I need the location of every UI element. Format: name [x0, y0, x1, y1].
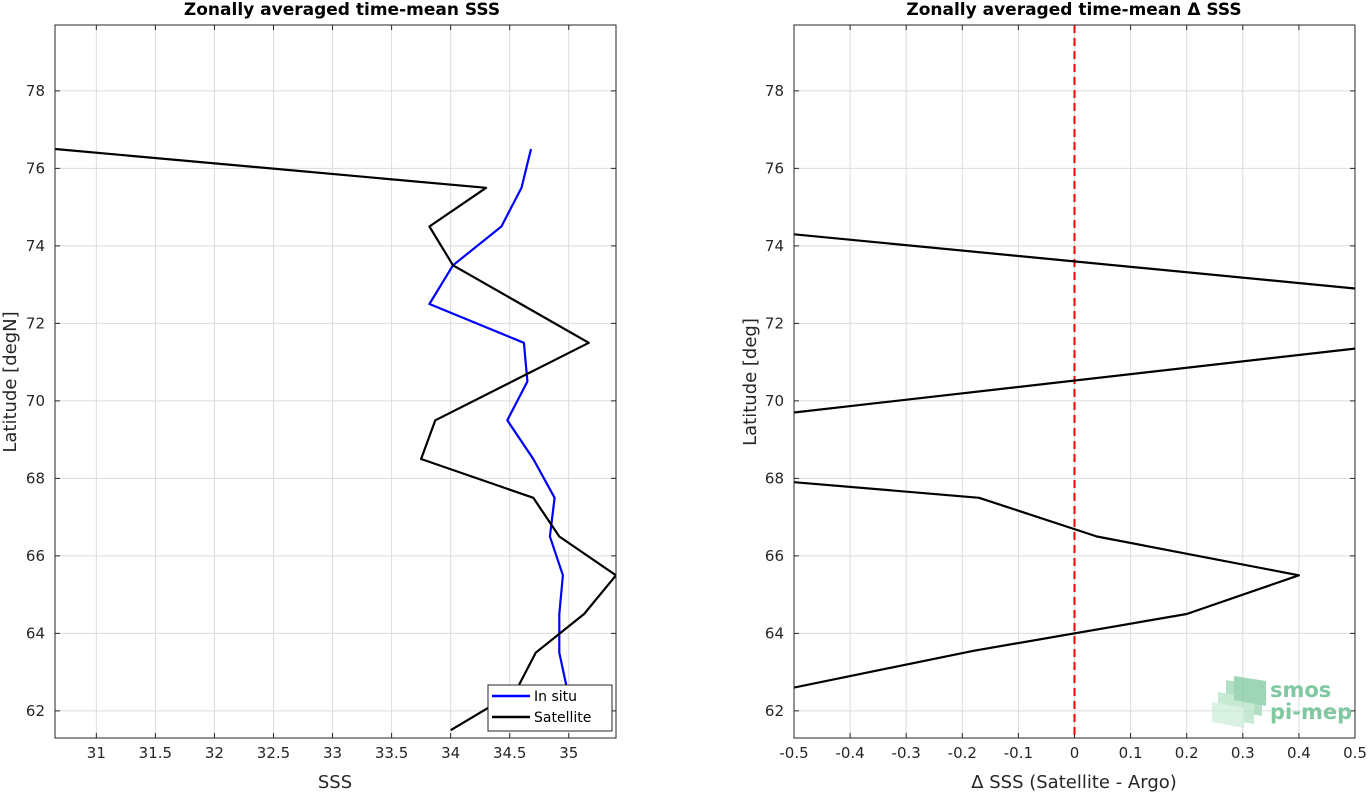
- y-axis-label: Latitude [deg]: [740, 318, 761, 446]
- y-tick-label: 68: [26, 469, 45, 487]
- x-tick-label: 0.1: [1119, 744, 1143, 762]
- x-tick-label: 31: [87, 744, 106, 762]
- x-tick-label: 35: [559, 744, 578, 762]
- legend-label-satellite: Satellite: [534, 710, 591, 726]
- smos-pi-mep-logo: smos pi-mep: [1212, 676, 1352, 728]
- x-tick-label: -0.3: [892, 744, 921, 762]
- y-tick-label: 76: [26, 159, 45, 177]
- chart-title: Zonally averaged time-mean SSS: [184, 0, 500, 20]
- y-tick-label: 74: [26, 237, 45, 255]
- plot-area: [55, 25, 616, 738]
- sss-panel: 31 31.5 32 32.5 33 33.5 34 34.5 35 62 64 66 68 70 72 74…: [0, 0, 617, 793]
- x-tick-label: 34: [441, 744, 460, 762]
- y-tick-label: 78: [26, 82, 45, 100]
- y-tick-label: 62: [26, 702, 45, 720]
- x-tick-label: 33.5: [375, 744, 408, 762]
- x-tick-label: 32: [205, 744, 224, 762]
- series-group: [794, 233, 1355, 689]
- y-tick-label: 68: [765, 469, 784, 487]
- y-tick-label: 76: [765, 159, 784, 177]
- y-tick-label: 64: [26, 624, 45, 642]
- axes-box: [793, 24, 1356, 739]
- y-tick-label: 70: [26, 392, 45, 410]
- y-tick-label: 66: [765, 547, 784, 565]
- x-tick-label: 0.3: [1231, 744, 1255, 762]
- legend-box: [487, 684, 613, 732]
- chart-title: Zonally averaged time-mean Δ SSS: [906, 0, 1241, 20]
- x-tick-label: -0.1: [1004, 744, 1033, 762]
- ticks: 31 31.5 32 32.5 33 33.5 34 34.5 35 62 64 66 68 70 72 74…: [26, 25, 616, 762]
- series-line-0: [794, 481, 1301, 689]
- axes-box: [54, 24, 617, 739]
- x-tick-label: 0.5: [1343, 744, 1367, 762]
- cube-logo-icon: [1212, 676, 1266, 728]
- y-tick-label: 72: [765, 314, 784, 332]
- x-tick-label: -0.4: [835, 744, 864, 762]
- x-axis-label: Δ SSS (Satellite - Argo): [971, 772, 1177, 793]
- x-tick-label: 33: [323, 744, 342, 762]
- x-tick-label: 0.2: [1175, 744, 1199, 762]
- series-line-0: [794, 347, 1355, 414]
- y-tick-label: 72: [26, 314, 45, 332]
- x-tick-label: 34.5: [493, 744, 526, 762]
- legend: In situ Satellite: [487, 684, 613, 732]
- y-tick-label: 62: [765, 702, 784, 720]
- series-line-satellite: [55, 147, 616, 732]
- x-tick-label: 0: [1070, 744, 1080, 762]
- series-group: [55, 147, 616, 732]
- x-tick-label: 32.5: [257, 744, 290, 762]
- series-line-0: [794, 233, 1355, 290]
- x-tick-label: -0.2: [948, 744, 977, 762]
- y-axis-label: Latitude [degN]: [0, 311, 21, 452]
- y-tick-label: 78: [765, 82, 784, 100]
- x-tick-label: 31.5: [139, 744, 172, 762]
- legend-label-in-situ: In situ: [534, 689, 577, 705]
- y-tick-label: 66: [26, 547, 45, 565]
- x-axis-label: SSS: [318, 772, 352, 793]
- ticks: -0.5 -0.4 -0.3 -0.2 -0.1 0 0.1 0.2 0.3 0.4 0.5 62 64…: [765, 25, 1367, 762]
- x-tick-label: -0.5: [779, 744, 808, 762]
- y-tick-label: 70: [765, 392, 784, 410]
- logo-text-line2: pi-mep: [1270, 700, 1352, 724]
- y-tick-label: 74: [765, 237, 784, 255]
- logo-text-line1: smos: [1270, 678, 1331, 702]
- delta-sss-panel: -0.5 -0.4 -0.3 -0.2 -0.1 0 0.1 0.2 0.3 0.4 0.5 62 64…: [740, 0, 1367, 793]
- grid: [55, 25, 616, 738]
- y-tick-label: 64: [765, 624, 784, 642]
- x-tick-label: 0.4: [1287, 744, 1311, 762]
